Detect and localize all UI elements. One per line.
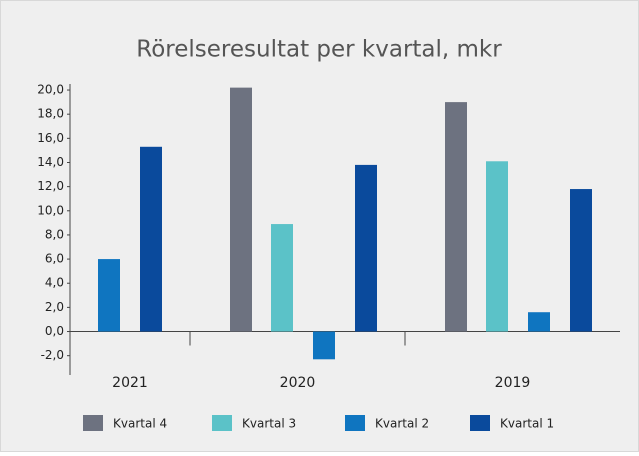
y-tick-label: 6,0 — [45, 252, 64, 266]
legend-label: Kvartal 2 — [375, 417, 429, 431]
bar — [528, 312, 550, 332]
legend-swatch — [212, 415, 232, 431]
bar — [230, 87, 252, 332]
legend-swatch — [83, 415, 103, 431]
bar — [313, 331, 335, 360]
y-tick-label: 14,0 — [37, 155, 64, 169]
plot-area — [98, 87, 592, 360]
bar — [271, 224, 293, 332]
bar — [98, 259, 120, 332]
bar — [445, 102, 467, 332]
y-tick-label: 0,0 — [45, 324, 64, 338]
y-tick-label: 18,0 — [37, 107, 64, 121]
y-tick-label: 2,0 — [45, 300, 64, 314]
x-tick-label: 2019 — [495, 375, 531, 391]
legend-swatch — [470, 415, 490, 431]
chart-title: Rörelseresultat per kvartal, mkr — [136, 37, 502, 63]
y-tick-label: 8,0 — [45, 227, 64, 241]
y-tick-label: 4,0 — [45, 276, 64, 290]
bar — [486, 161, 508, 332]
x-tick-label: 2021 — [112, 375, 148, 391]
legend-swatch — [345, 415, 365, 431]
bar — [140, 146, 162, 332]
y-tick-label: -2,0 — [41, 348, 64, 362]
legend-label: Kvartal 4 — [113, 417, 167, 431]
y-tick-label: 20,0 — [37, 83, 64, 97]
legend-label: Kvartal 1 — [500, 417, 554, 431]
y-tick-label: 12,0 — [37, 179, 64, 193]
legend-label: Kvartal 3 — [242, 417, 296, 431]
bar — [355, 164, 377, 332]
x-tick-label: 2020 — [280, 375, 316, 391]
y-tick-label: 10,0 — [37, 203, 64, 217]
y-tick-label: 16,0 — [37, 131, 64, 145]
bar — [570, 189, 592, 332]
